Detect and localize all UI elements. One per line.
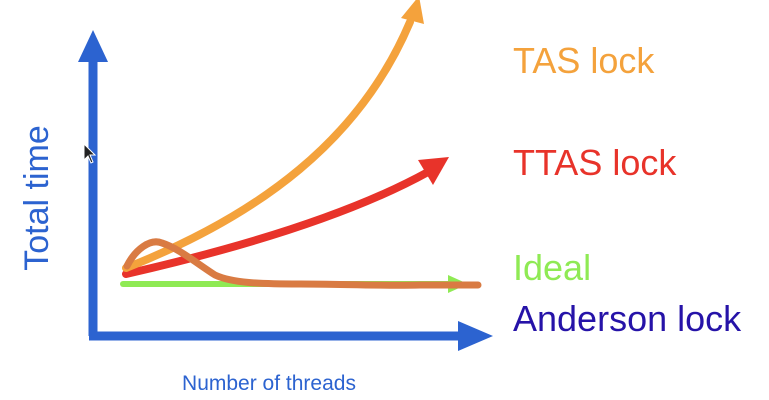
y-axis-arrowhead [78,30,108,62]
anderson-lock-curve [123,238,482,289]
ttas-lock-curve [122,168,432,278]
x-axis-arrowhead [458,321,493,351]
series-ttas-lock [122,157,449,278]
tas-lock-curve [122,18,414,272]
label-tas-lock: TAS lock [513,40,655,81]
ttas-lock-arrowhead [418,157,449,185]
label-anderson-lock: Anderson lock [513,298,742,339]
label-ideal: Ideal [513,247,591,288]
series-tas-lock [122,0,424,272]
label-ttas-lock: TTAS lock [513,142,677,183]
axes [78,30,493,351]
tas-lock-arrowhead [401,0,424,24]
x-axis-title: Number of threads [182,372,356,395]
mouse-cursor-icon [83,142,97,164]
y-axis-title: Total time [18,125,56,271]
series-anderson-lock [123,238,482,289]
